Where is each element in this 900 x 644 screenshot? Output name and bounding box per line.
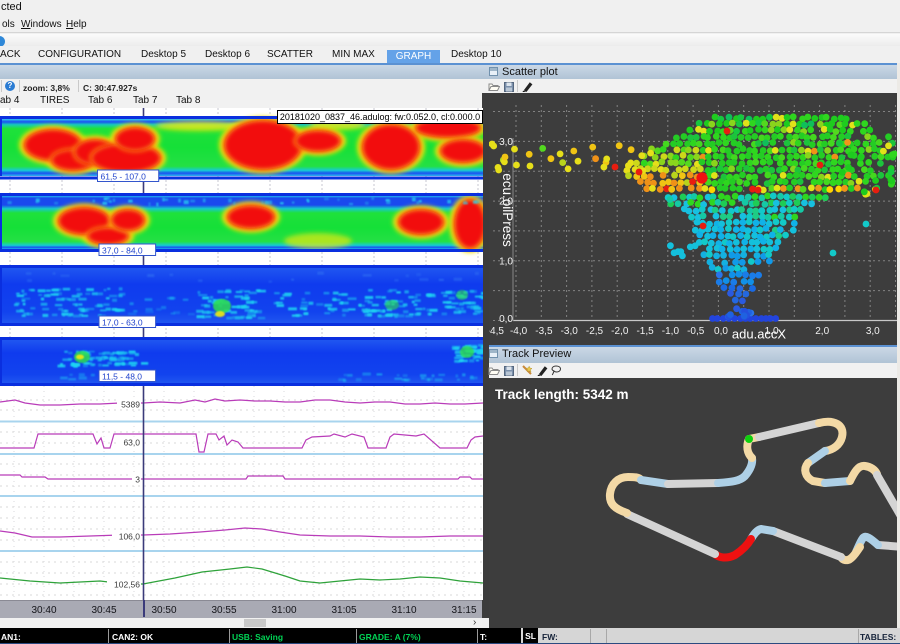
svg-text:3,0: 3,0: [866, 326, 880, 337]
svg-text:5389: 5389: [121, 400, 140, 410]
svg-text:106,0: 106,0: [119, 532, 141, 542]
svg-text:-2,5: -2,5: [586, 326, 604, 337]
svg-text:2,0: 2,0: [815, 326, 829, 337]
svg-text:1,0: 1,0: [499, 256, 513, 267]
svg-text:-4,5: -4,5: [489, 326, 504, 337]
svg-text:ecu.oilPress: ecu.oilPress: [500, 173, 515, 247]
svg-text:-3,5: -3,5: [535, 326, 553, 337]
svg-text:11,5 - 48,0: 11,5 - 48,0: [102, 372, 142, 382]
svg-text:adu.accX: adu.accX: [732, 327, 787, 342]
svg-text:17,0 - 63,0: 17,0 - 63,0: [102, 318, 143, 328]
svg-text:61,5 - 107,0: 61,5 - 107,0: [101, 172, 147, 182]
svg-text:-2,0: -2,0: [611, 326, 629, 337]
svg-text:-1,5: -1,5: [636, 326, 654, 337]
svg-text:-0,5: -0,5: [687, 326, 705, 337]
svg-text:37,0 - 84,0: 37,0 - 84,0: [102, 246, 143, 256]
svg-text:-4,0: -4,0: [510, 326, 528, 337]
svg-text:3: 3: [135, 475, 140, 485]
svg-text:0,0: 0,0: [714, 326, 728, 337]
svg-text:102,56: 102,56: [114, 580, 140, 590]
svg-text:1,0: 1,0: [765, 326, 779, 337]
svg-text:-1,0: -1,0: [662, 326, 680, 337]
svg-text:2,0: 2,0: [499, 197, 513, 208]
svg-text:63,0: 63,0: [123, 438, 140, 448]
svg-text:Track length: 5342 m: Track length: 5342 m: [495, 387, 629, 402]
svg-text:0,0: 0,0: [499, 314, 513, 325]
svg-text:-3,0: -3,0: [561, 326, 579, 337]
svg-text:3,0: 3,0: [499, 137, 513, 148]
